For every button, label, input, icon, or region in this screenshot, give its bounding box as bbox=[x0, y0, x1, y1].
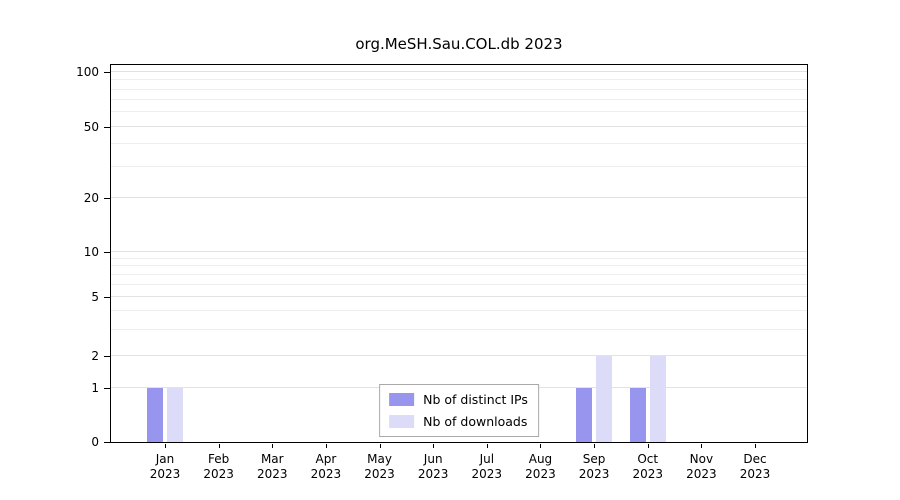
legend-label: Nb of downloads bbox=[423, 414, 528, 429]
y-tick-mark bbox=[104, 442, 110, 443]
x-tick-month: Jul bbox=[479, 452, 495, 466]
gridline-minor bbox=[111, 329, 807, 331]
y-tick-label: 2 bbox=[91, 349, 99, 364]
x-tick-label-jul: Jul 2023 bbox=[455, 452, 519, 482]
x-tick-year: 2023 bbox=[471, 467, 503, 481]
x-tick-month: Sep bbox=[582, 452, 606, 466]
gridline-minor bbox=[111, 111, 807, 113]
legend-item-nb-of-distinct-ips: Nb of distinct IPs bbox=[389, 392, 528, 407]
chart-title: org.MeSH.Sau.COL.db 2023 bbox=[355, 35, 563, 53]
gridline-minor bbox=[111, 99, 807, 101]
gridline-minor bbox=[111, 165, 807, 167]
legend-label: Nb of distinct IPs bbox=[423, 392, 528, 407]
gridline-major bbox=[111, 355, 807, 357]
x-tick-month: Apr bbox=[315, 452, 337, 466]
gridline-minor bbox=[111, 143, 807, 145]
gridline-minor bbox=[111, 88, 807, 90]
gridline-major bbox=[111, 197, 807, 199]
x-tick-label-may: May 2023 bbox=[348, 452, 412, 482]
plot-area: Nb of distinct IPs Nb of downloads bbox=[110, 64, 808, 443]
x-tick-mark bbox=[325, 444, 327, 448]
x-tick-label-oct: Oct 2023 bbox=[616, 452, 680, 482]
x-tick-year: 2023 bbox=[686, 467, 717, 481]
bar-nb-of-downloads-jan bbox=[167, 388, 183, 442]
x-tick-year: 2023 bbox=[525, 467, 556, 481]
bar-nb-of-distinct-ips-oct bbox=[629, 388, 646, 442]
y-tick-label: 0 bbox=[91, 435, 99, 449]
x-tick-month: Aug bbox=[528, 452, 553, 466]
x-tick-mark bbox=[486, 444, 488, 448]
x-tick-label-nov: Nov 2023 bbox=[669, 452, 733, 482]
legend-swatch bbox=[389, 415, 415, 428]
gridline-major bbox=[111, 251, 807, 252]
x-tick-mark bbox=[701, 444, 703, 448]
y-tick-mark bbox=[104, 356, 110, 358]
gridline-major bbox=[111, 295, 807, 297]
x-tick-year: 2023 bbox=[203, 467, 234, 481]
x-tick-label-jun: Jun 2023 bbox=[401, 452, 465, 482]
bar-nb-of-downloads-oct bbox=[649, 356, 666, 442]
x-tick-label-dec: Dec 2023 bbox=[723, 452, 787, 482]
x-tick-mark bbox=[165, 444, 166, 448]
x-tick-year: 2023 bbox=[632, 467, 663, 481]
gridline-major bbox=[111, 125, 807, 127]
y-tick-label: 100 bbox=[76, 64, 99, 79]
x-tick-mark bbox=[594, 444, 596, 448]
gridline-minor bbox=[111, 284, 807, 285]
y-tick-mark bbox=[104, 251, 110, 253]
y-tick-mark bbox=[104, 296, 110, 298]
x-tick-month: Nov bbox=[689, 452, 714, 466]
x-tick-label-jan: Jan 2023 bbox=[133, 452, 197, 482]
gridline-minor bbox=[111, 79, 807, 81]
y-tick-label: 5 bbox=[91, 289, 99, 304]
y-tick-mark bbox=[104, 388, 110, 390]
x-tick-label-mar: Mar 2023 bbox=[240, 452, 304, 482]
bar-nb-of-downloads-sep bbox=[596, 356, 613, 442]
x-tick-month: Jan bbox=[155, 452, 175, 466]
x-tick-mark bbox=[433, 444, 435, 448]
x-tick-year: 2023 bbox=[739, 467, 771, 481]
x-tick-year: 2023 bbox=[149, 467, 181, 481]
x-tick-mark bbox=[272, 444, 274, 448]
x-tick-month: Dec bbox=[743, 452, 767, 466]
x-tick-label-sep: Sep 2023 bbox=[562, 452, 626, 482]
x-tick-mark bbox=[755, 444, 756, 448]
x-tick-year: 2023 bbox=[364, 467, 395, 481]
x-tick-month: Mar bbox=[260, 452, 284, 466]
gridline-major bbox=[111, 70, 807, 72]
x-tick-mark bbox=[540, 444, 542, 448]
x-tick-month: Oct bbox=[637, 452, 659, 466]
x-tick-year: 2023 bbox=[256, 467, 288, 481]
y-tick-mark bbox=[104, 71, 110, 73]
gridline-minor bbox=[111, 257, 807, 259]
x-tick-mark bbox=[379, 444, 381, 448]
x-tick-label-apr: Apr 2023 bbox=[294, 452, 358, 482]
y-tick-label: 20 bbox=[83, 191, 99, 206]
y-tick-mark bbox=[104, 126, 110, 128]
y-tick-label: 50 bbox=[83, 119, 99, 134]
x-tick-mark bbox=[218, 444, 220, 448]
gridline-minor bbox=[111, 274, 807, 276]
x-tick-month: May bbox=[367, 452, 392, 466]
x-tick-year: 2023 bbox=[578, 467, 610, 481]
x-tick-month: Jun bbox=[423, 452, 443, 466]
y-tick-label: 1 bbox=[91, 381, 99, 396]
y-tick-mark bbox=[104, 198, 110, 200]
x-tick-label-aug: Aug 2023 bbox=[508, 452, 572, 482]
x-tick-label-feb: Feb 2023 bbox=[187, 452, 251, 482]
gridline-minor bbox=[111, 265, 807, 267]
y-tick-label: 10 bbox=[83, 244, 99, 259]
legend-swatch bbox=[389, 393, 415, 406]
x-tick-year: 2023 bbox=[310, 467, 342, 481]
legend: Nb of distinct IPs Nb of downloads bbox=[379, 384, 539, 437]
gridline-minor bbox=[111, 310, 807, 312]
x-tick-mark bbox=[647, 444, 649, 448]
legend-item-nb-of-downloads: Nb of downloads bbox=[389, 414, 528, 429]
bar-nb-of-distinct-ips-sep bbox=[576, 388, 593, 442]
x-tick-year: 2023 bbox=[417, 467, 449, 481]
x-tick-month: Feb bbox=[208, 452, 230, 466]
bar-nb-of-distinct-ips-jan bbox=[147, 388, 163, 442]
